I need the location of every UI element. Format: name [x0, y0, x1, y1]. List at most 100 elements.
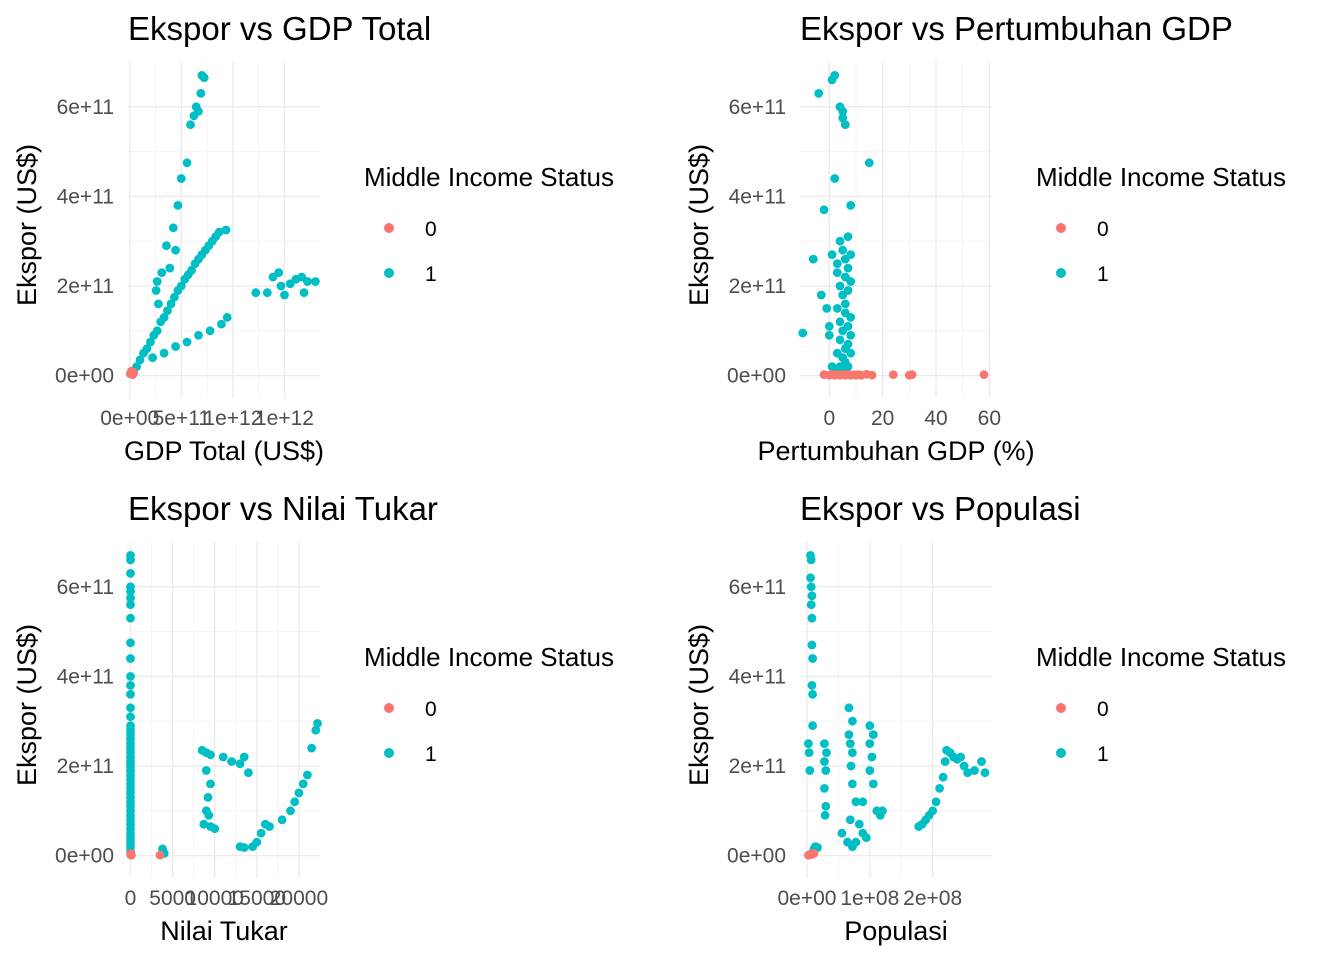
data-point-status-1 — [276, 281, 286, 291]
data-point-status-1 — [854, 819, 864, 829]
data-point-status-1 — [126, 689, 135, 699]
data-point-status-1 — [807, 591, 817, 601]
data-point-status-0 — [907, 370, 917, 380]
x-tick-label: 0e+00 — [777, 887, 836, 910]
data-point-status-1 — [221, 225, 231, 235]
data-point-status-1 — [824, 330, 834, 340]
data-point-status-1 — [307, 743, 316, 753]
data-point-status-1 — [235, 759, 245, 769]
legend-key-0 — [1056, 703, 1066, 713]
data-point-status-1 — [861, 833, 871, 843]
data-point-status-1 — [265, 822, 274, 831]
data-point-status-1 — [959, 761, 969, 771]
x-tick-label: 0e+00 — [100, 407, 159, 430]
data-point-status-1 — [313, 719, 322, 728]
data-point-status-1 — [846, 250, 856, 259]
x-axis-label: Pertumbuhan GDP (%) — [757, 436, 1034, 466]
legend-label-0: 0 — [425, 218, 437, 241]
data-point-status-1 — [182, 158, 192, 168]
data-point-status-1 — [142, 344, 152, 354]
data-point-status-1 — [126, 593, 135, 603]
legend-title: Middle Income Status — [1036, 642, 1286, 672]
data-point-status-1 — [835, 236, 845, 246]
data-point-status-1 — [848, 748, 857, 757]
data-point-status-1 — [816, 290, 826, 300]
data-point-status-0 — [867, 370, 877, 380]
data-point-status-1 — [843, 263, 853, 273]
y-tick-label: 0e+00 — [55, 845, 114, 868]
data-point-status-1 — [843, 362, 853, 371]
data-point-status-1 — [206, 779, 215, 789]
data-point-status-1 — [835, 317, 845, 327]
data-point-status-1 — [311, 725, 321, 735]
x-tick-label: 60 — [978, 407, 1001, 430]
data-point-status-1 — [830, 71, 840, 80]
x-tick-label: 1e+08 — [840, 887, 899, 910]
data-point-status-1 — [807, 613, 817, 623]
data-point-status-1 — [827, 362, 837, 371]
data-point-status-1 — [186, 120, 195, 130]
legend-label-1: 1 — [425, 743, 437, 766]
data-point-status-1 — [262, 288, 272, 298]
x-tick-label: 20000 — [270, 887, 328, 910]
y-tick-label: 2e+11 — [729, 755, 786, 778]
data-point-status-1 — [808, 721, 817, 731]
data-point-status-1 — [159, 348, 169, 358]
data-point-status-1 — [814, 89, 824, 98]
legend-key-0 — [1056, 223, 1066, 233]
data-point-status-1 — [864, 158, 874, 168]
data-point-status-1 — [146, 337, 155, 347]
data-point-status-1 — [846, 277, 856, 286]
data-point-status-1 — [210, 824, 220, 834]
y-tick-label: 0e+00 — [727, 365, 786, 388]
data-point-status-1 — [204, 810, 214, 820]
data-point-status-1 — [214, 227, 224, 237]
data-point-status-1 — [843, 232, 853, 242]
data-point-status-1 — [126, 600, 135, 610]
y-axis-label: Ekspor (US$) — [12, 624, 42, 786]
data-point-status-1 — [290, 797, 300, 807]
data-point-status-1 — [827, 250, 837, 259]
data-point-status-1 — [148, 353, 158, 363]
data-point-status-1 — [218, 752, 228, 762]
y-tick-label: 4e+11 — [57, 665, 114, 688]
data-point-status-1 — [845, 739, 855, 748]
x-tick-label: 1e+12 — [255, 407, 314, 430]
data-point-status-1 — [152, 326, 162, 336]
data-point-status-1 — [832, 259, 842, 268]
data-point-status-1 — [848, 842, 857, 851]
data-point-status-1 — [294, 788, 304, 798]
data-point-status-1 — [201, 766, 211, 775]
data-point-status-1 — [256, 828, 266, 838]
data-point-status-1 — [173, 201, 183, 210]
data-point-status-1 — [808, 689, 817, 699]
data-point-status-1 — [835, 335, 845, 345]
legend-key-0 — [384, 703, 394, 713]
legend-key-1 — [384, 748, 394, 758]
legend: Middle Income Status 0 1 — [1036, 642, 1286, 766]
data-point-status-1 — [844, 703, 854, 713]
data-point-status-0 — [126, 850, 136, 860]
data-point-status-1 — [244, 768, 253, 778]
data-point-status-1 — [187, 265, 197, 275]
data-point-status-1 — [820, 810, 830, 820]
legend-key-1 — [1056, 748, 1066, 758]
y-tick-label: 6e+11 — [57, 576, 114, 599]
data-point-status-1 — [126, 638, 135, 648]
data-point-status-1 — [168, 223, 178, 233]
data-point-status-1 — [846, 348, 856, 358]
data-point-status-1 — [203, 793, 213, 802]
data-point-status-1 — [858, 797, 868, 807]
data-point-status-1 — [838, 106, 848, 116]
x-tick-label: 0 — [125, 887, 137, 910]
data-point-status-1 — [239, 843, 249, 852]
data-point-status-1 — [840, 120, 850, 130]
data-point-status-1 — [808, 654, 817, 663]
data-point-status-1 — [935, 784, 944, 793]
data-point-status-1 — [239, 752, 249, 762]
panel-title: Ekspor vs Pertumbuhan GDP — [800, 10, 1233, 47]
data-point-status-1 — [835, 281, 845, 291]
data-point-status-1 — [806, 573, 815, 583]
data-point-status-1 — [303, 770, 312, 780]
